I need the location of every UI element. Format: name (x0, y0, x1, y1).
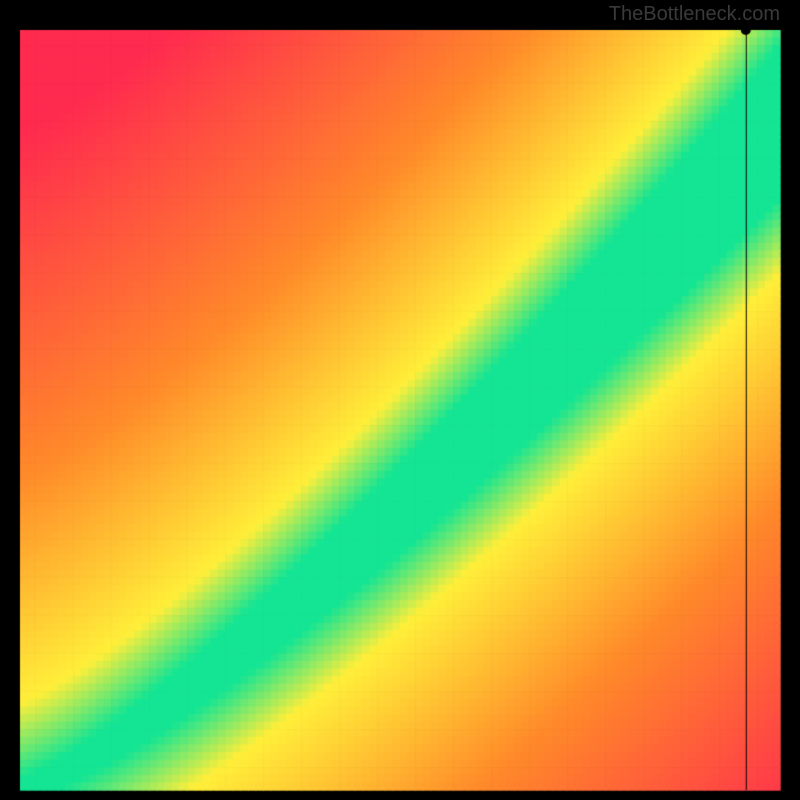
watermark-text: TheBottleneck.com (609, 3, 780, 26)
chart-container: TheBottleneck.com (0, 0, 800, 800)
heatmap-overlay (0, 0, 800, 800)
